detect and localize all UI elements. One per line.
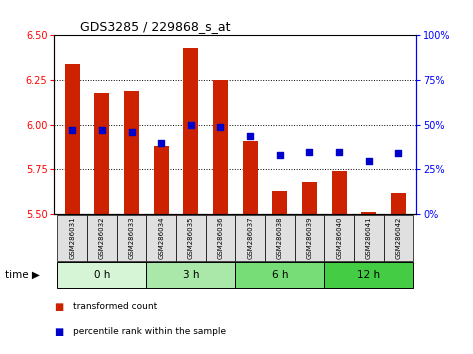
Bar (265, 215, 295, 261)
Point (335, 149, 343, 154)
Text: GSM286039: GSM286039 (307, 217, 313, 259)
Text: 0 h: 0 h (94, 270, 110, 280)
Bar (361, 212, 376, 214)
Text: GSM286042: GSM286042 (395, 217, 402, 259)
Point (276, 152, 284, 158)
Bar (176, 215, 206, 261)
Point (306, 149, 313, 154)
Bar (146, 215, 176, 261)
Point (217, 124, 224, 130)
Bar (236, 262, 324, 288)
Bar (354, 215, 384, 261)
Bar (95, 93, 109, 214)
Point (187, 122, 194, 127)
Point (128, 129, 135, 135)
Text: GSM286032: GSM286032 (99, 217, 105, 259)
Bar (65, 64, 79, 214)
Text: 6 h: 6 h (272, 270, 288, 280)
Text: percentile rank within the sample: percentile rank within the sample (73, 327, 227, 336)
Bar (117, 215, 146, 261)
Text: GSM286041: GSM286041 (366, 217, 372, 259)
Bar (272, 191, 287, 214)
Text: ■: ■ (54, 327, 64, 337)
Bar (295, 215, 324, 261)
Text: GSM286038: GSM286038 (277, 217, 283, 259)
Text: ■: ■ (54, 302, 64, 312)
Bar (384, 215, 413, 261)
Bar (184, 48, 198, 214)
Bar (57, 215, 87, 261)
Bar (324, 262, 413, 288)
Bar (243, 141, 258, 214)
Bar (236, 215, 265, 261)
Text: time ▶: time ▶ (5, 270, 40, 280)
Bar (302, 182, 317, 214)
Text: GSM286040: GSM286040 (336, 217, 342, 259)
Text: GSM286031: GSM286031 (69, 217, 75, 259)
Point (69, 127, 76, 133)
Bar (57, 262, 146, 288)
Bar (213, 80, 228, 214)
Point (158, 140, 165, 145)
Bar (154, 146, 168, 214)
Bar (324, 215, 354, 261)
Text: transformed count: transformed count (73, 302, 158, 311)
Text: GDS3285 / 229868_s_at: GDS3285 / 229868_s_at (80, 20, 230, 33)
Bar (124, 91, 139, 214)
Point (365, 158, 373, 164)
Point (394, 150, 402, 156)
Point (246, 133, 254, 138)
Text: 12 h: 12 h (357, 270, 380, 280)
Text: GSM286035: GSM286035 (188, 217, 194, 259)
Bar (206, 215, 236, 261)
Bar (146, 262, 236, 288)
Bar (332, 171, 347, 214)
Point (98, 127, 105, 133)
Text: GSM286036: GSM286036 (218, 217, 223, 259)
Bar (87, 215, 117, 261)
Text: GSM286037: GSM286037 (247, 217, 253, 259)
Text: GSM286033: GSM286033 (129, 217, 134, 259)
Text: GSM286034: GSM286034 (158, 217, 164, 259)
Text: 3 h: 3 h (183, 270, 199, 280)
Bar (391, 193, 406, 214)
